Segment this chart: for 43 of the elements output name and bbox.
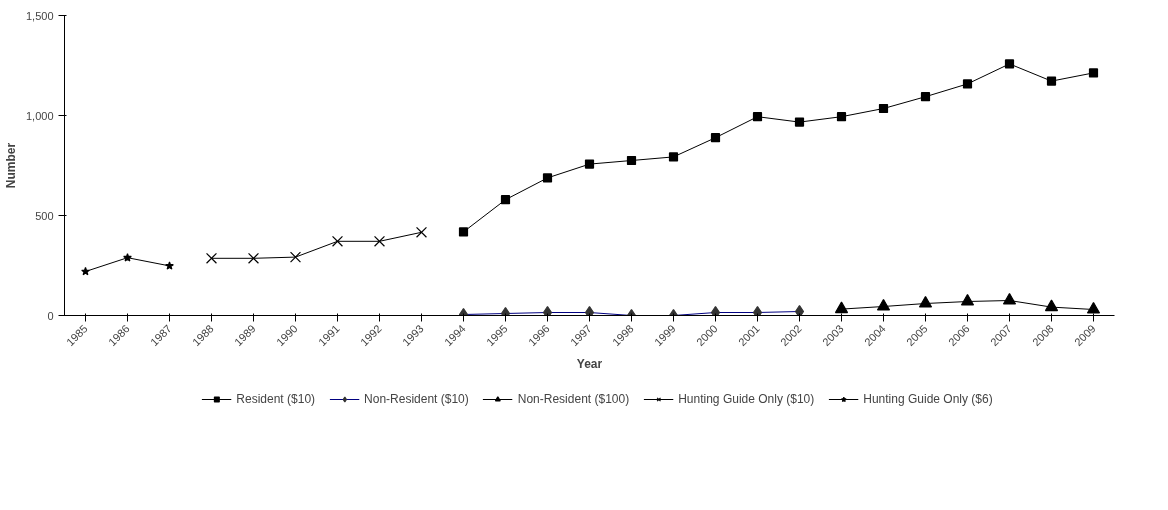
point: [331, 235, 344, 247]
point: [876, 298, 891, 311]
point: [81, 266, 90, 276]
point: [918, 295, 933, 308]
point: [1046, 76, 1057, 86]
point: [500, 195, 511, 205]
point: [165, 261, 174, 270]
legend-label: Non-Resident ($10): [364, 392, 469, 406]
point: [373, 235, 386, 247]
legend-label: Hunting Guide Only ($10): [678, 392, 815, 406]
point: [960, 293, 975, 306]
point: [584, 159, 595, 169]
point: [710, 133, 721, 143]
x-axis-title: Year: [576, 357, 603, 372]
point: [962, 79, 973, 89]
legend-label: Resident ($10): [236, 392, 316, 406]
point: [668, 152, 679, 162]
point: [415, 226, 428, 238]
legend-label: Hunting Guide Only ($6): [863, 392, 993, 406]
point: [752, 112, 763, 122]
point: [920, 92, 931, 102]
point: [205, 252, 218, 264]
y-tick-label: 500: [35, 209, 54, 222]
point: [1044, 299, 1059, 312]
point: [123, 253, 132, 262]
point: [1004, 59, 1015, 69]
point: [247, 252, 260, 264]
point: [542, 173, 553, 183]
y-tick-label: 1,000: [25, 109, 54, 122]
legend-label: Non-Resident ($100): [517, 392, 630, 406]
point: [626, 155, 637, 166]
y-tick-label: 1,500: [25, 9, 54, 22]
point: [834, 301, 849, 314]
point: [1088, 68, 1099, 78]
y-axis-title: Number: [3, 142, 18, 189]
point: [794, 117, 805, 127]
point: [1086, 301, 1101, 314]
point: [1002, 292, 1017, 305]
point: [878, 103, 889, 114]
y-tick-label: 0: [47, 309, 54, 322]
point: [458, 227, 469, 237]
point: [836, 112, 847, 122]
point: [289, 251, 302, 263]
